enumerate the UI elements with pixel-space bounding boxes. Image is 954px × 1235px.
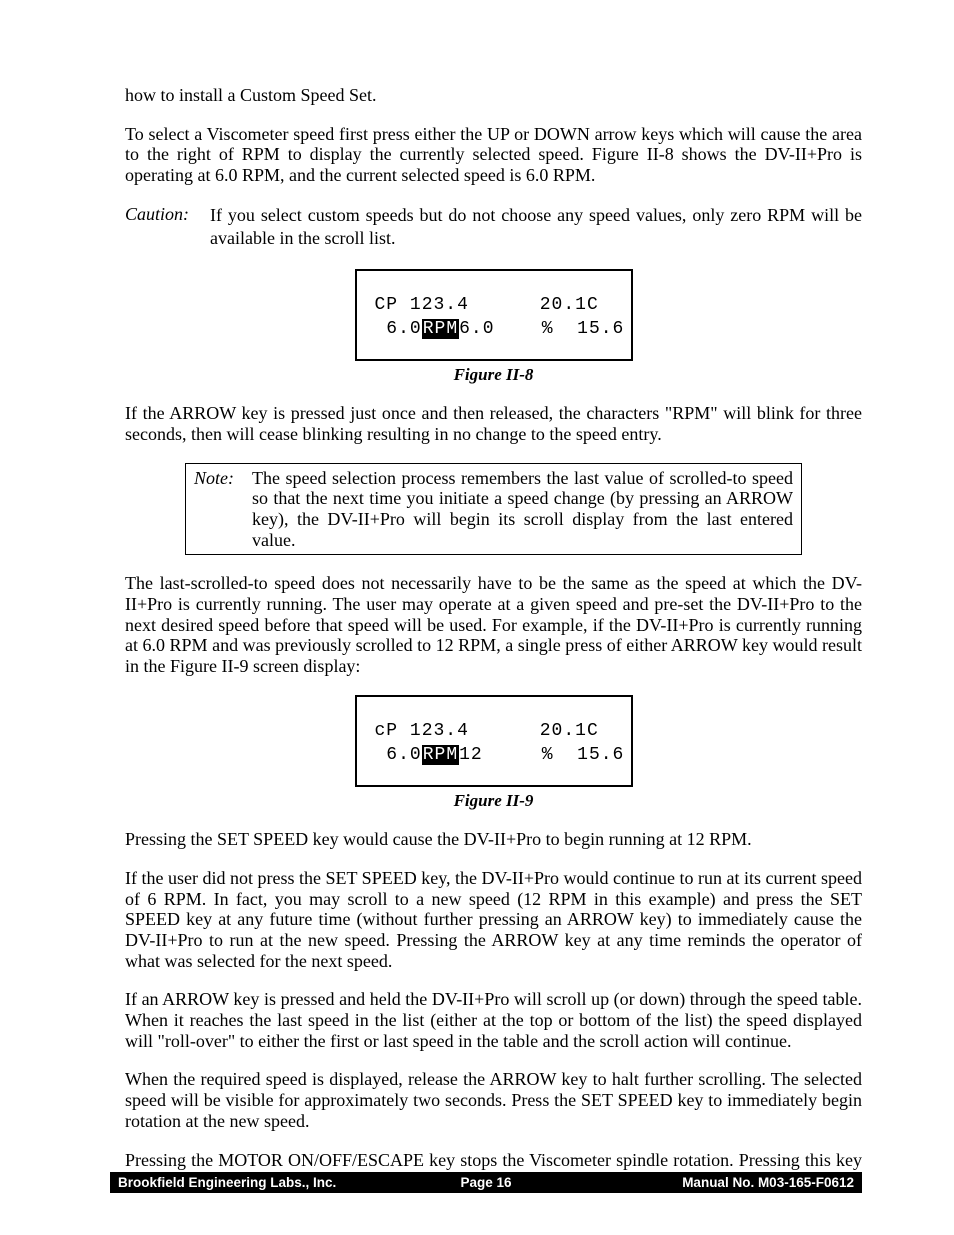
paragraph: When the required speed is displayed, re… [125, 1069, 862, 1131]
lcd-value: 12 [459, 745, 483, 765]
lcd-value: CP 123.4 [375, 295, 469, 315]
lcd-rpm-highlight: RPM [422, 745, 459, 765]
lcd-display-fig8: CP 123.4 20.1C 6.0RPM6.0 % 15.6 [355, 269, 633, 362]
lcd-display-fig9: cP 123.4 20.1C 6.0RPM12 % 15.6 [355, 695, 633, 788]
note-box: Note: The speed selection process rememb… [185, 463, 802, 556]
lcd-value: 6.0 [459, 319, 494, 339]
lcd-rpm-highlight: RPM [422, 319, 459, 339]
caution-label: Caution: [125, 204, 210, 251]
caution-text: If you select custom speeds but do not c… [210, 204, 862, 251]
lcd-value: % 15.6 [542, 745, 625, 765]
paragraph: Pressing the SET SPEED key would cause t… [125, 829, 862, 850]
paragraph: how to install a Custom Speed Set. [125, 85, 862, 106]
paragraph: If the user did not press the SET SPEED … [125, 868, 862, 971]
paragraph: If the ARROW key is pressed just once an… [125, 403, 862, 444]
figure-caption: Figure II-9 [125, 791, 862, 811]
lcd-value: 6.0 [375, 745, 422, 765]
footer-company: Brookfield Engineering Labs., Inc. [118, 1175, 336, 1190]
lcd-value: 20.1C [540, 295, 599, 315]
lcd-value: 6.0 [375, 319, 422, 339]
note-text: The speed selection process remembers th… [252, 468, 793, 551]
paragraph: If an ARROW key is pressed and held the … [125, 989, 862, 1051]
figure-caption: Figure II-8 [125, 365, 862, 385]
lcd-value: cP 123.4 [375, 721, 469, 741]
footer-manual-number: Manual No. M03-165-F0612 [682, 1175, 854, 1190]
page-footer: Brookfield Engineering Labs., Inc. Page … [110, 1172, 862, 1193]
lcd-value: % 15.6 [542, 319, 625, 339]
paragraph: To select a Viscometer speed first press… [125, 124, 862, 186]
paragraph: The last-scrolled-to speed does not nece… [125, 573, 862, 676]
lcd-value: 20.1C [540, 721, 599, 741]
caution-block: Caution: If you select custom speeds but… [125, 204, 862, 251]
note-label: Note: [194, 468, 252, 551]
